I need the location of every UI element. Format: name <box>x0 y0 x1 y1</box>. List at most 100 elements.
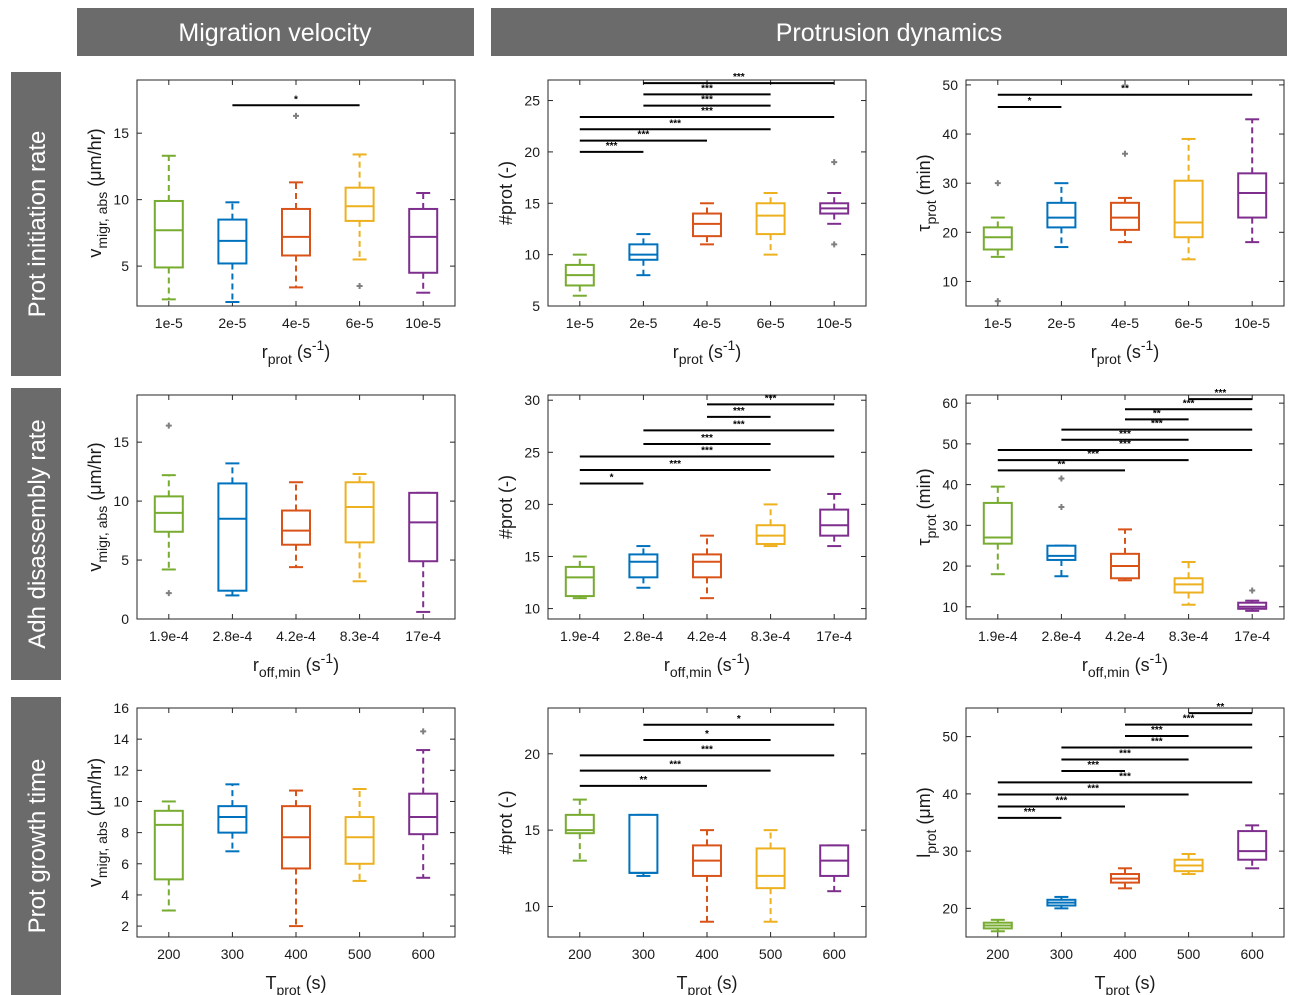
box-0 <box>153 800 184 912</box>
y-tick-label: 50 <box>942 436 958 452</box>
x-tick-label: 1e-5 <box>984 315 1012 331</box>
box-iqr <box>344 186 375 222</box>
box-0 <box>982 485 1013 576</box>
significance-label: *** <box>1151 419 1163 430</box>
significance-label: *** <box>1151 725 1163 736</box>
box-iqr <box>1237 830 1268 861</box>
outlier-point <box>994 298 1001 305</box>
significance-label: *** <box>1087 760 1099 771</box>
y-tick-label: 25 <box>524 93 540 109</box>
row-header-prot-growth-label: Prot growth time <box>24 759 51 934</box>
outlier-point <box>165 422 172 429</box>
x-tick-label: 400 <box>284 946 308 962</box>
row-header-prot-growth <box>11 697 61 995</box>
significance-label: *** <box>701 445 713 456</box>
x-tick-label: 500 <box>348 946 372 962</box>
box-0 <box>982 180 1013 305</box>
box-4 <box>1237 587 1268 612</box>
significance-label: ** <box>1153 408 1161 419</box>
row-header-prot-initiation <box>11 72 61 376</box>
y-tick-label: 30 <box>942 843 958 859</box>
x-tick-label: 2.8e-4 <box>1042 628 1082 644</box>
x-tick-label: 1e-5 <box>155 315 183 331</box>
box-4 <box>819 844 850 893</box>
box-3 <box>344 153 375 290</box>
panel-6: 2 4 6 8 10 12 14 16 200 300 400 500 600 Tprot (s) vmig… <box>85 700 456 995</box>
significance-label: *** <box>733 406 745 417</box>
x-tick-label: 600 <box>412 946 436 962</box>
y-tick-label: 20 <box>942 900 958 916</box>
y-tick-label: 15 <box>113 434 129 450</box>
x-axis-label: rprot (s-1) <box>1091 337 1160 367</box>
significance-label: *** <box>701 95 713 106</box>
x-tick-label: 4.2e-4 <box>276 628 316 644</box>
box-iqr <box>1237 172 1268 219</box>
y-axis-label: τprot (min) <box>914 468 939 545</box>
box-iqr <box>628 813 659 874</box>
outlier-point <box>1058 475 1065 482</box>
y-tick-label: 10 <box>942 599 958 615</box>
y-tick-label: 20 <box>524 496 540 512</box>
box-iqr <box>408 207 439 274</box>
x-axis-label: rprot (s-1) <box>673 337 742 367</box>
significance-label: *** <box>1151 737 1163 748</box>
x-axis-label: Tprot (s) <box>676 973 737 995</box>
x-tick-label: 4e-5 <box>282 315 310 331</box>
plot-frame <box>965 79 1285 307</box>
box-iqr <box>1046 201 1077 229</box>
panel-2: 10 20 30 40 50 1e-5 2e-5 4e-5 6e-5 10e-5 rprot (s-… <box>914 77 1285 367</box>
box-iqr <box>755 847 786 890</box>
significance-label: *** <box>669 459 681 470</box>
box-0 <box>564 798 595 862</box>
box-iqr <box>1173 179 1204 239</box>
outlier-point <box>831 241 838 248</box>
box-2 <box>1110 528 1140 582</box>
box-0 <box>564 555 595 600</box>
box-1 <box>217 201 248 304</box>
panel-7: 10 15 20 200 300 400 500 600 Tprot (s) #prot (-) *… <box>496 707 867 995</box>
significance-label: ** <box>1058 459 1066 470</box>
y-tick-label: 0 <box>121 611 129 627</box>
panel-5: 10 20 30 40 50 60 1.9e-4 2.8e-4 4.2e-4 8.3e-4 17e-… <box>914 388 1285 680</box>
box-2 <box>1110 867 1140 890</box>
y-tick-label: 20 <box>524 746 540 762</box>
x-tick-label: 8.3e-4 <box>340 628 380 644</box>
y-tick-label: 6 <box>121 856 129 872</box>
significance-label: *** <box>701 744 713 755</box>
x-tick-label: 200 <box>986 946 1010 962</box>
box-iqr <box>1110 201 1140 231</box>
x-tick-label: 10e-5 <box>405 315 441 331</box>
y-tick-label: 20 <box>942 558 958 574</box>
box-3 <box>1173 137 1204 261</box>
y-tick-label: 15 <box>524 822 540 838</box>
box-1 <box>1046 895 1077 910</box>
box-iqr <box>281 207 311 257</box>
x-tick-label: 10e-5 <box>816 315 852 331</box>
significance-label: *** <box>669 118 681 129</box>
x-tick-label: 17e-4 <box>816 628 852 644</box>
significance-label: *** <box>1024 807 1036 818</box>
box-1 <box>628 545 659 589</box>
box-iqr <box>408 491 439 563</box>
box-iqr <box>692 212 722 238</box>
y-tick-label: 10 <box>942 273 958 289</box>
outlier-point <box>356 283 363 290</box>
y-tick-label: 20 <box>942 224 958 240</box>
y-tick-label: 5 <box>121 258 129 274</box>
significance-label: *** <box>765 393 777 404</box>
y-tick-label: 10 <box>113 793 129 809</box>
x-tick-label: 400 <box>1113 946 1137 962</box>
box-2 <box>281 481 311 569</box>
significance-label: *** <box>1183 714 1195 725</box>
box-1 <box>217 783 248 853</box>
box-0 <box>982 918 1013 933</box>
row-header-adh-disassembly-label: Adh disassembly rate <box>24 419 51 648</box>
y-tick-label: 40 <box>942 126 958 142</box>
box-iqr <box>217 805 248 834</box>
x-axis-label: roff,min (s-1) <box>1082 650 1168 680</box>
y-tick-label: 10 <box>524 601 540 617</box>
significance-label: *** <box>701 106 713 117</box>
box-3 <box>1173 560 1204 606</box>
row-header-adh-disassembly <box>11 388 61 680</box>
x-tick-label: 6e-5 <box>1175 315 1203 331</box>
